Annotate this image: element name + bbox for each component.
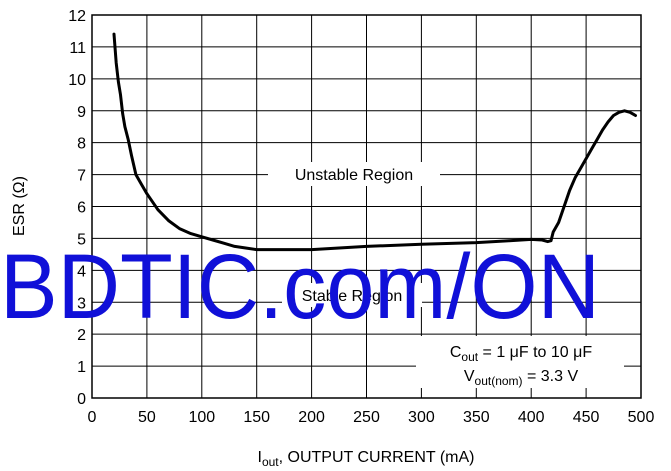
plot-frame <box>91 14 642 399</box>
y-tick-label: 1 <box>77 359 86 376</box>
x-axis-label: Iout, OUTPUT CURRENT (mA) <box>258 449 475 469</box>
condition-cout: Cout = 1 μF to 10 μF <box>450 344 593 364</box>
esr-boundary-line <box>112 32 637 252</box>
x-tick-label: 100 <box>188 409 215 426</box>
y-tick-label: 5 <box>77 231 86 248</box>
y-tick-label: 10 <box>68 72 86 89</box>
x-tick-label: 450 <box>573 409 600 426</box>
x-tick-label: 200 <box>298 409 325 426</box>
x-tick-labels: 0 50 100 150 200 250 300 350 400 450 500 <box>88 409 655 426</box>
y-tick-label: 7 <box>77 168 86 185</box>
condition-vout: Vout(nom) = 3.3 V <box>464 368 579 388</box>
y-tick-label: 11 <box>69 40 86 57</box>
y-tick-label: 6 <box>77 200 86 217</box>
x-tick-label: 500 <box>628 409 655 426</box>
y-tick-label: 4 <box>77 263 86 280</box>
x-tick-label: 150 <box>243 409 270 426</box>
y-tick-label: 2 <box>77 327 86 344</box>
y-tick-label: 3 <box>77 295 86 312</box>
y-tick-label: 9 <box>77 104 86 121</box>
x-tick-label: 300 <box>408 409 435 426</box>
x-tick-label: 50 <box>138 409 156 426</box>
y-tick-label: 8 <box>77 136 86 153</box>
y-axis-label: ESR (Ω) <box>11 176 28 236</box>
conditions-box-bg <box>416 336 624 388</box>
watermark: BDTIC.com/ON <box>0 236 600 338</box>
y-tick-label: 0 <box>77 391 86 408</box>
stable-label-bg <box>282 283 422 307</box>
x-tick-label: 350 <box>463 409 490 426</box>
y-tick-label: 12 <box>68 8 86 25</box>
x-tick-label: 250 <box>353 409 380 426</box>
x-tick-label: 0 <box>88 409 97 426</box>
unstable-region-label: Unstable Region <box>295 167 413 184</box>
x-tick-label: 400 <box>518 409 545 426</box>
unstable-label-bg <box>268 162 440 186</box>
stable-region-label: Stable Region <box>302 288 403 305</box>
